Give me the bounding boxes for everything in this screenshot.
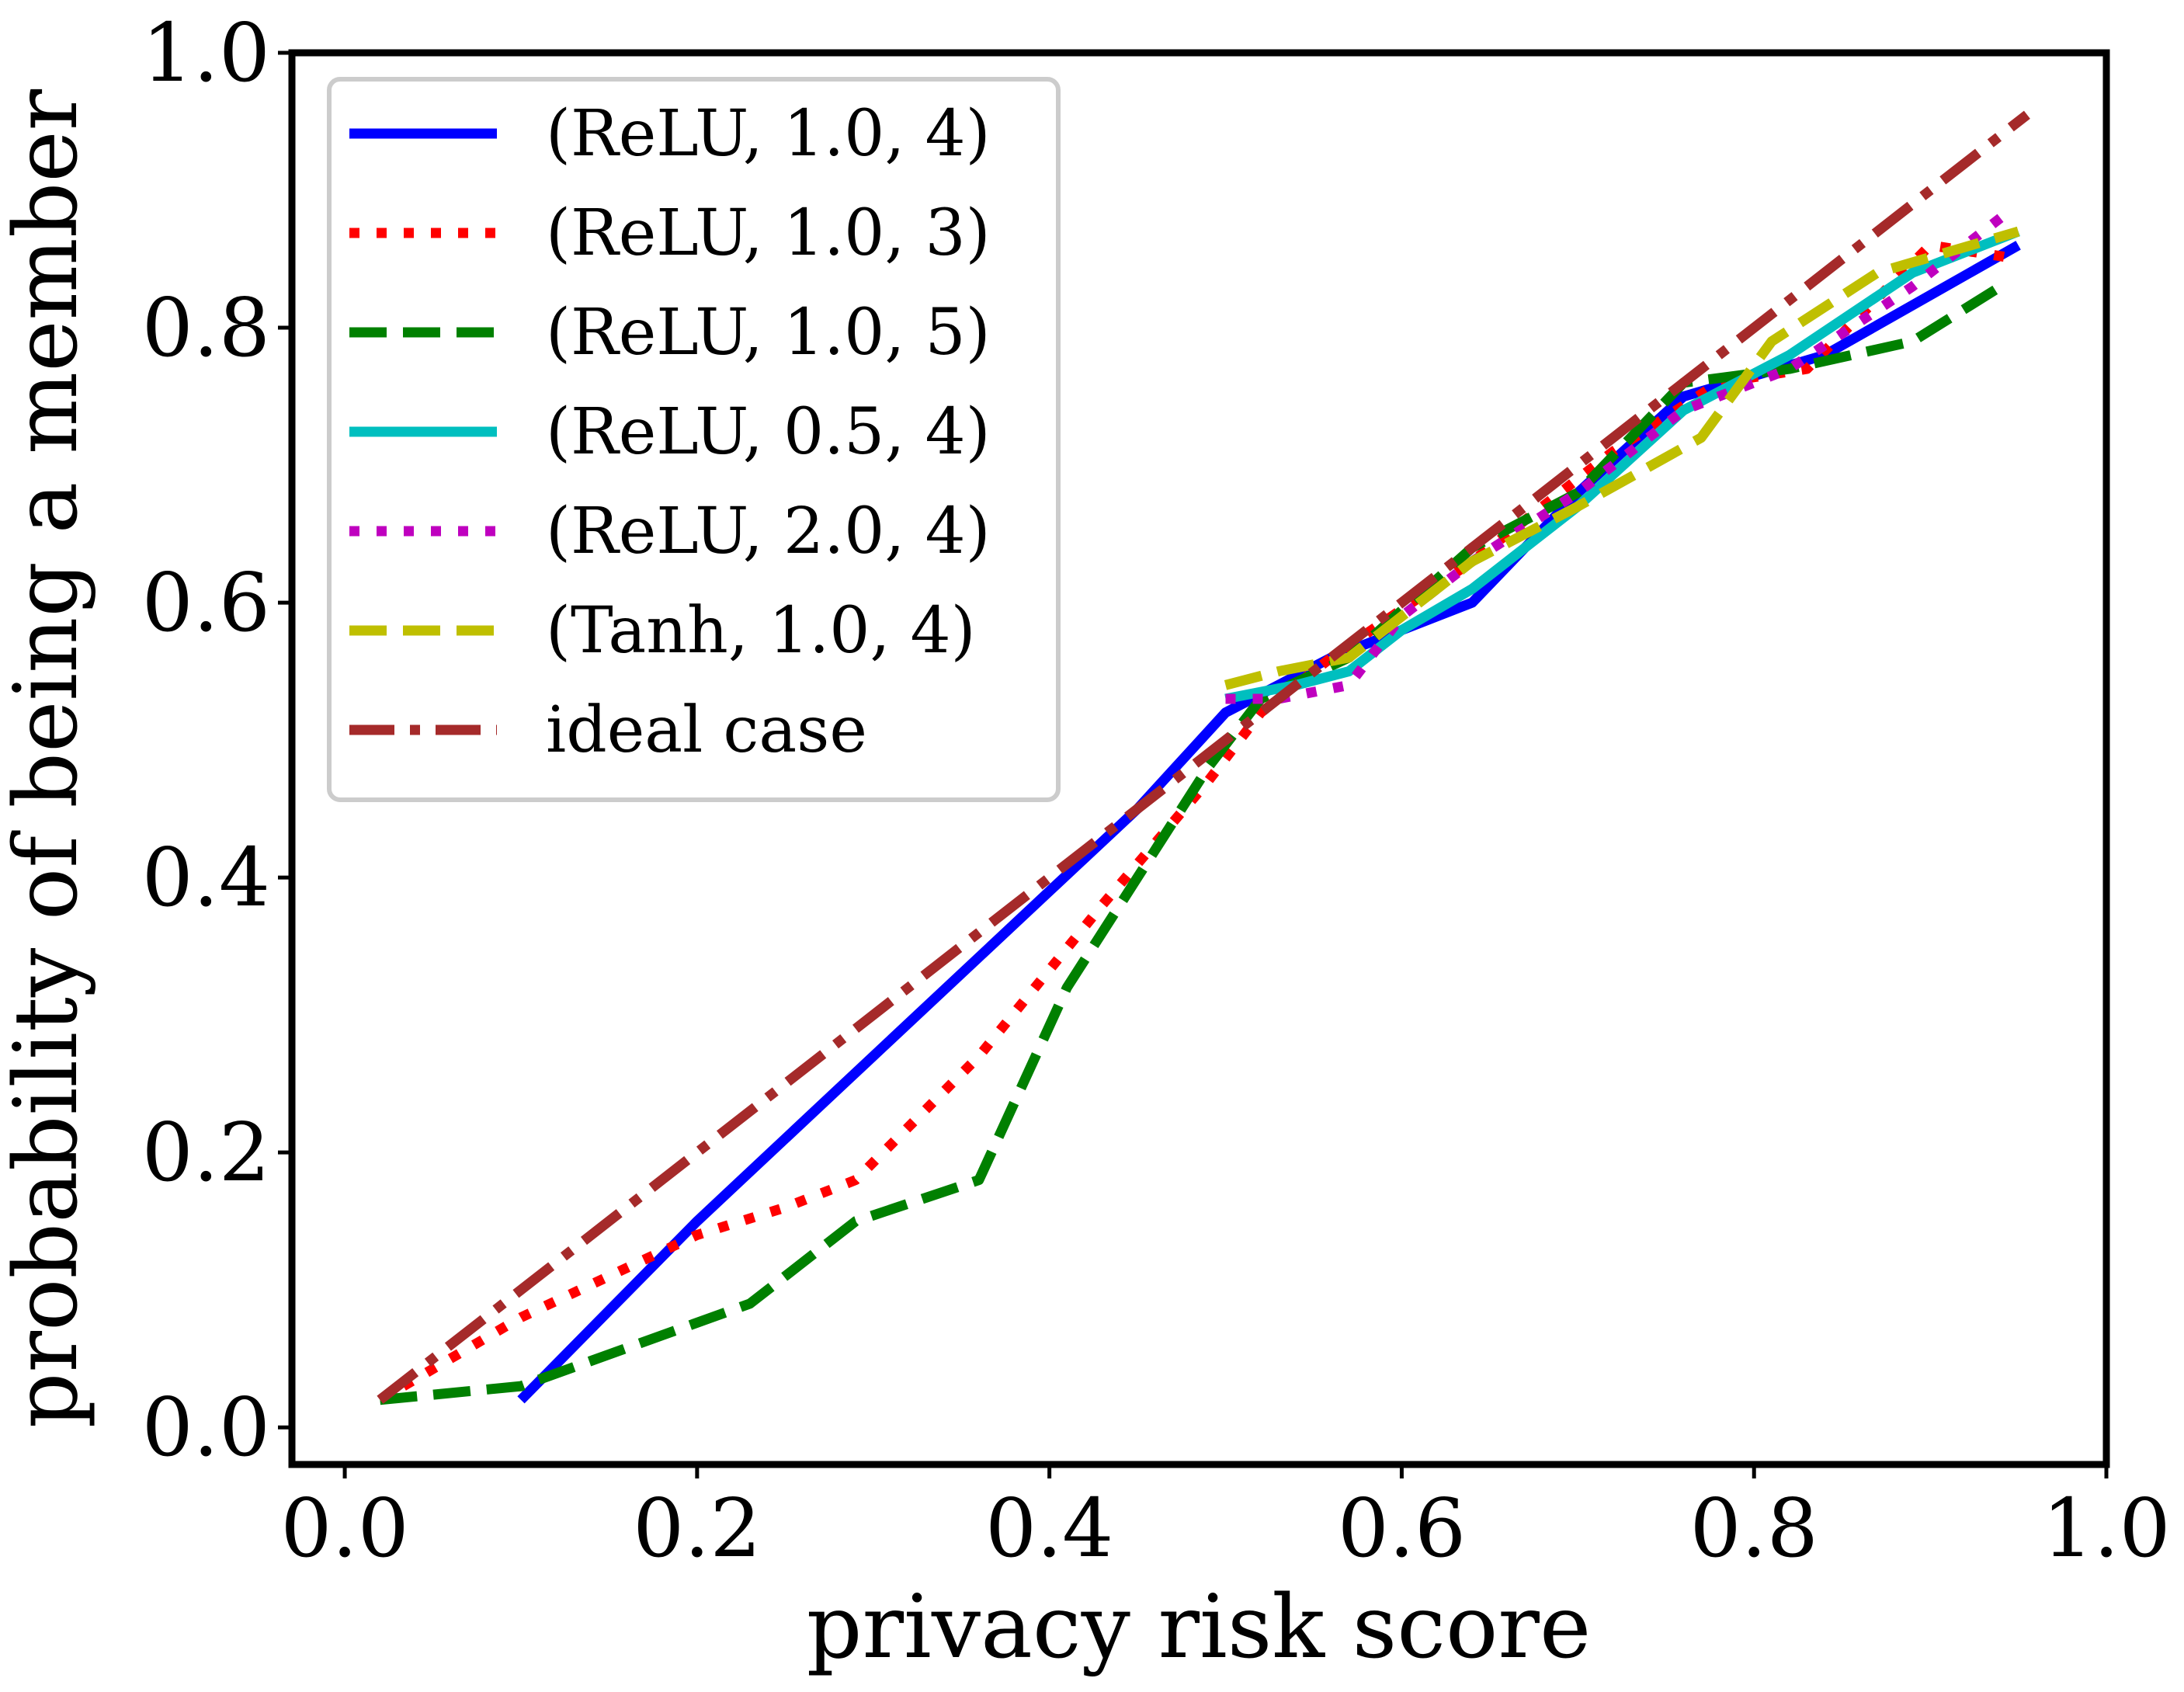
legend-label-4: (ReLU, 0.5, 4) [546,395,991,469]
legend-label-3: (ReLU, 1.0, 5) [546,296,991,370]
series-line-7-ideal-case [377,110,2030,1404]
legend-entries: (ReLU, 1.0, 4) (ReLU, 1.0, 3) (ReLU, 1.0, … [349,97,991,767]
legend-label-1: (ReLU, 1.0, 4) [546,97,991,171]
y-tick-label: 0.2 [142,1105,270,1200]
y-axis-label: probability of being a member [0,89,97,1428]
legend-label-2: (ReLU, 1.0, 3) [546,196,991,270]
legend-box [327,77,1061,802]
y-tick-label: 0.0 [142,1380,270,1475]
y-tick-label: 0.6 [142,555,270,650]
legend-label-6: (Tanh, 1.0, 4) [546,594,976,668]
series-line-6-tanh-1-0-4 [1224,226,2020,690]
x-tick-label: 0.4 [985,1481,1113,1576]
x-tick-label: 1.0 [2042,1481,2170,1576]
x-tick-label: 0.2 [633,1481,761,1576]
ticks-layer: 0.0 0.2 0.4 0.6 0.8 1.0 0.0 0.2 0.4 0.6 0.8 1.0 [142,5,2171,1576]
y-tick-label: 0.4 [142,830,270,925]
series-layer [377,110,2030,1405]
legend-label-5: (ReLU, 2.0, 4) [546,495,991,568]
x-tick-label: 0.0 [280,1481,408,1576]
y-tick-label: 1.0 [142,5,270,100]
x-tick-label: 0.8 [1690,1481,1818,1576]
plot-frame [288,49,2110,1468]
x-axis-label: privacy risk score [807,1577,1591,1678]
x-tick-label: 0.6 [1338,1481,1466,1576]
legend: (ReLU, 1.0, 4) (ReLU, 1.0, 3) (ReLU, 1.0, … [327,77,1061,802]
legend-label-7: ideal case [546,693,867,767]
y-tick-label: 0.8 [142,280,270,375]
series-line-5-relu-2-0-4 [1225,214,2004,704]
series-line-4-relu-0-5-4 [1224,227,2020,704]
